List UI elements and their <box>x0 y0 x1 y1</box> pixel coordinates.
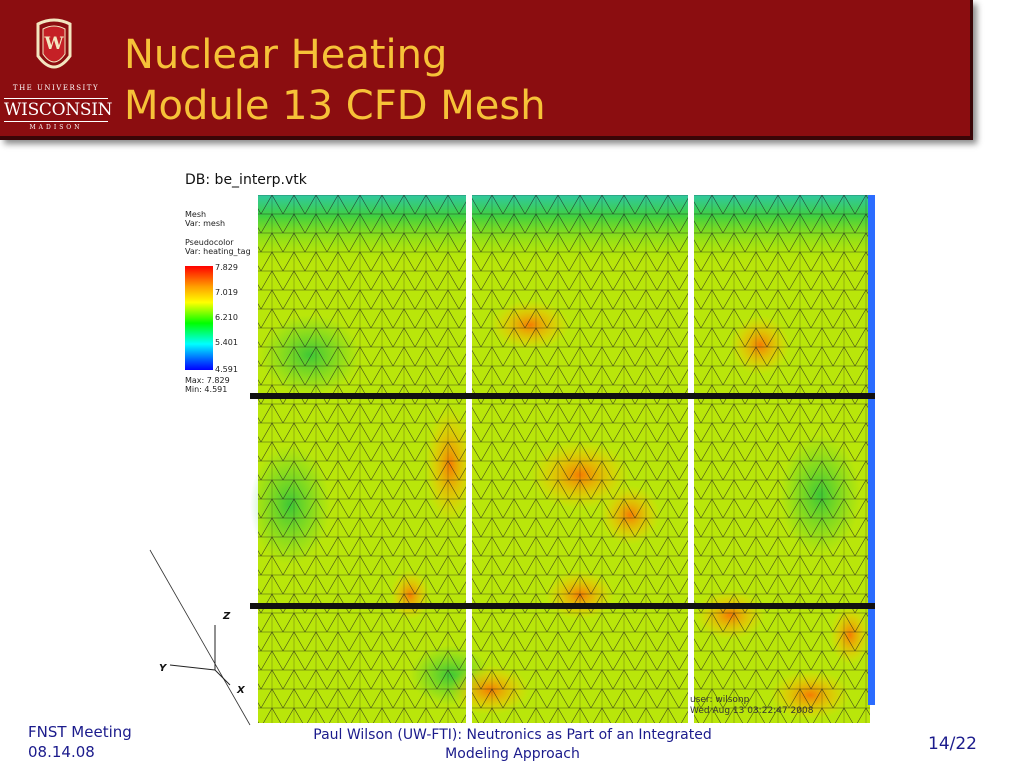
render-user: user: wilsonp <box>690 695 750 705</box>
footer-date: 08.14.08 <box>28 743 95 761</box>
footer-author-line2: Modeling Approach <box>445 746 580 762</box>
database-label: DB: be_interp.vtk <box>185 172 307 188</box>
legend-tick: 6.210 <box>215 313 238 322</box>
mesh-figure: DB: be_interp.vtk Mesh Var: mesh Pseudoc… <box>145 160 885 726</box>
legend-tick: 7.829 <box>215 263 238 272</box>
legend-tick: 4.591 <box>215 365 238 374</box>
slide-title-line1: Nuclear Heating <box>124 32 448 78</box>
legend-plot-var: Var: heating_tag <box>185 247 251 256</box>
axis-y-label: Y <box>159 663 168 674</box>
university-logo: W THE UNIVERSITY WISCONSIN MADISON <box>0 14 113 132</box>
logo-line-wisconsin: WISCONSIN <box>4 98 113 122</box>
legend-mesh-label: Mesh <box>185 210 207 219</box>
logo-line-madison: MADISON <box>29 124 83 131</box>
footer-meeting: FNST Meeting <box>28 723 132 741</box>
crest-letter: W <box>43 34 64 54</box>
slide-title-line2: Module 13 CFD Mesh <box>124 83 546 129</box>
legend-max: Max: 7.829 <box>185 376 230 385</box>
pseudocolor-legend: Mesh Var: mesh Pseudocolor Var: heating_… <box>185 210 265 394</box>
legend-min: Min: 4.591 <box>185 385 228 394</box>
axis-x-label: X <box>236 685 246 696</box>
render-stamp: user: wilsonp Wed Aug 13 03:22:47 2008 <box>690 695 813 717</box>
legend-tick: 7.019 <box>215 288 238 297</box>
footer-author-line1: Paul Wilson (UW-FTI): Neutronics as Part… <box>313 727 712 743</box>
legend-mesh-var: Var: mesh <box>185 219 226 228</box>
logo-line-university: THE UNIVERSITY <box>12 84 100 92</box>
title-bar: W THE UNIVERSITY WISCONSIN MADISON Nucle… <box>0 0 973 140</box>
legend-plot-label: Pseudocolor <box>185 238 234 247</box>
crest-icon: W <box>36 18 72 69</box>
render-timestamp: Wed Aug 13 03:22:47 2008 <box>690 706 814 716</box>
legend-tick: 5.401 <box>215 338 238 347</box>
color-scale-bar <box>185 266 213 370</box>
axis-triad: Z Y X <box>149 549 251 726</box>
footer-meeting-info: FNST Meeting 08.14.08 <box>28 722 132 762</box>
axis-z-label: Z <box>222 611 231 622</box>
footer-author: Paul Wilson (UW-FTI): Neutronics as Part… <box>255 726 770 764</box>
slide-number: 14/22 <box>928 734 977 754</box>
cfd-mesh-plot <box>250 195 875 723</box>
